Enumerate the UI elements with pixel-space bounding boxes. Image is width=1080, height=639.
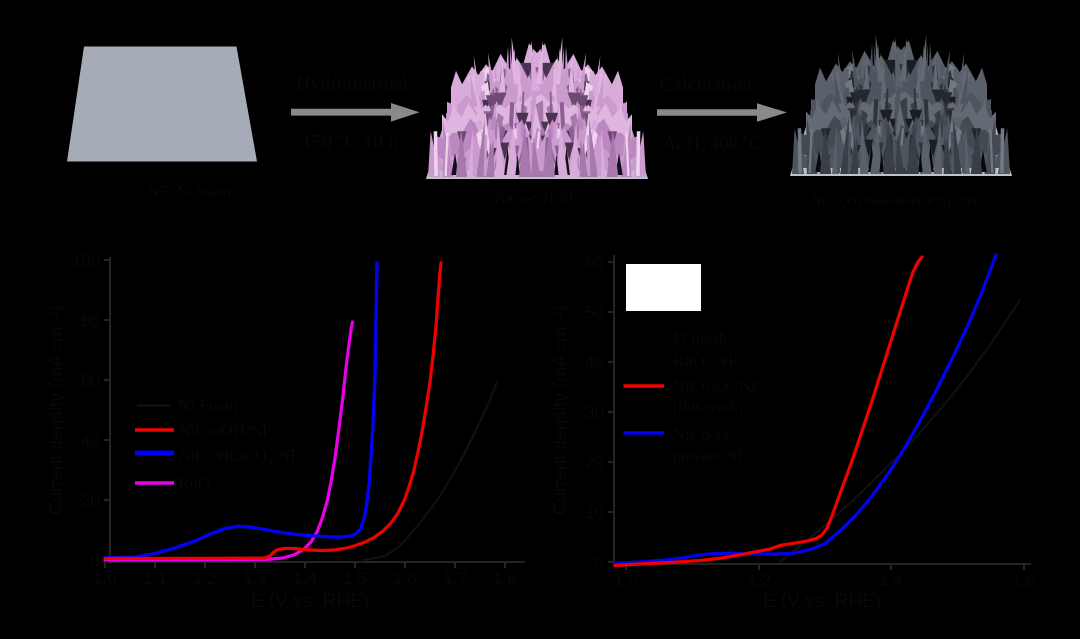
- svg-text:1.1: 1.1: [143, 569, 167, 588]
- svg-text:1.2: 1.2: [747, 571, 771, 590]
- svg-text:40: 40: [585, 353, 604, 372]
- svg-text:100: 100: [72, 251, 100, 270]
- svg-text:1.6: 1.6: [1012, 571, 1036, 590]
- svg-text:RuO₂/NF: RuO₂/NF: [673, 351, 738, 370]
- svg-text:1.8: 1.8: [493, 569, 517, 588]
- svg-text:NiO/NiCo₂O₄/NF: NiO/NiCo₂O₄/NF: [178, 446, 299, 465]
- svg-text:RuO₂: RuO₂: [178, 474, 216, 493]
- svg-text:Calcination: Calcination: [660, 74, 752, 96]
- svg-text:80: 80: [81, 311, 100, 330]
- svg-text:NiCo₂O₄: NiCo₂O₄: [673, 425, 734, 444]
- svg-text:Pt mesh: Pt mesh: [673, 328, 728, 347]
- svg-text:10: 10: [585, 503, 604, 522]
- svg-text:Hydrothermal: Hydrothermal: [296, 73, 409, 95]
- svg-text:60: 60: [585, 253, 604, 272]
- svg-text:60: 60: [81, 371, 100, 390]
- svg-text:(this work): (this work): [673, 399, 744, 416]
- svg-text:NF (Ni foam): NF (Ni foam): [149, 184, 232, 200]
- svg-text:0: 0: [595, 553, 604, 572]
- svg-text:1.7: 1.7: [443, 569, 467, 588]
- svg-text:20: 20: [81, 491, 100, 510]
- svg-text:powder/NF: powder/NF: [673, 448, 746, 465]
- svg-text:Ni Foam: Ni Foam: [178, 396, 238, 415]
- svg-text:Ar/H₂ 400 °C: Ar/H₂ 400 °C: [663, 133, 761, 153]
- svg-text:30: 30: [585, 403, 604, 422]
- svg-text:150 °C 10 h: 150 °C 10 h: [302, 131, 398, 153]
- svg-text:1.4: 1.4: [879, 571, 903, 590]
- svg-text:E (V vs. RHE): E (V vs. RHE): [763, 591, 881, 612]
- svg-text:NiCo₂O₄/NF: NiCo₂O₄/NF: [673, 376, 760, 395]
- svg-text:20: 20: [585, 453, 604, 472]
- svg-text:NiCo₂O₄ nanosheet arrays/NF: NiCo₂O₄ nanosheet arrays/NF: [811, 194, 980, 209]
- svg-text:Current density (mA cm⁻²): Current density (mA cm⁻²): [46, 305, 66, 515]
- svg-text:0: 0: [91, 551, 100, 570]
- svg-text:1.6: 1.6: [393, 569, 417, 588]
- svg-text:1.4: 1.4: [293, 569, 317, 588]
- svg-text:1.3: 1.3: [243, 569, 267, 588]
- svg-text:1.2: 1.2: [193, 569, 217, 588]
- svg-text:NiCo-OH/NF: NiCo-OH/NF: [495, 191, 578, 207]
- svg-text:1.0: 1.0: [614, 571, 638, 590]
- svg-text:1.0: 1.0: [93, 569, 117, 588]
- svg-text:40: 40: [81, 431, 100, 450]
- svg-text:50: 50: [585, 303, 604, 322]
- svg-text:NiCo-OH/NF: NiCo-OH/NF: [178, 421, 272, 440]
- svg-text:E (V vs. RHE): E (V vs. RHE): [251, 591, 369, 612]
- svg-text:1.5: 1.5: [343, 569, 367, 588]
- svg-text:Current density (mA cm⁻²): Current density (mA cm⁻²): [550, 305, 570, 515]
